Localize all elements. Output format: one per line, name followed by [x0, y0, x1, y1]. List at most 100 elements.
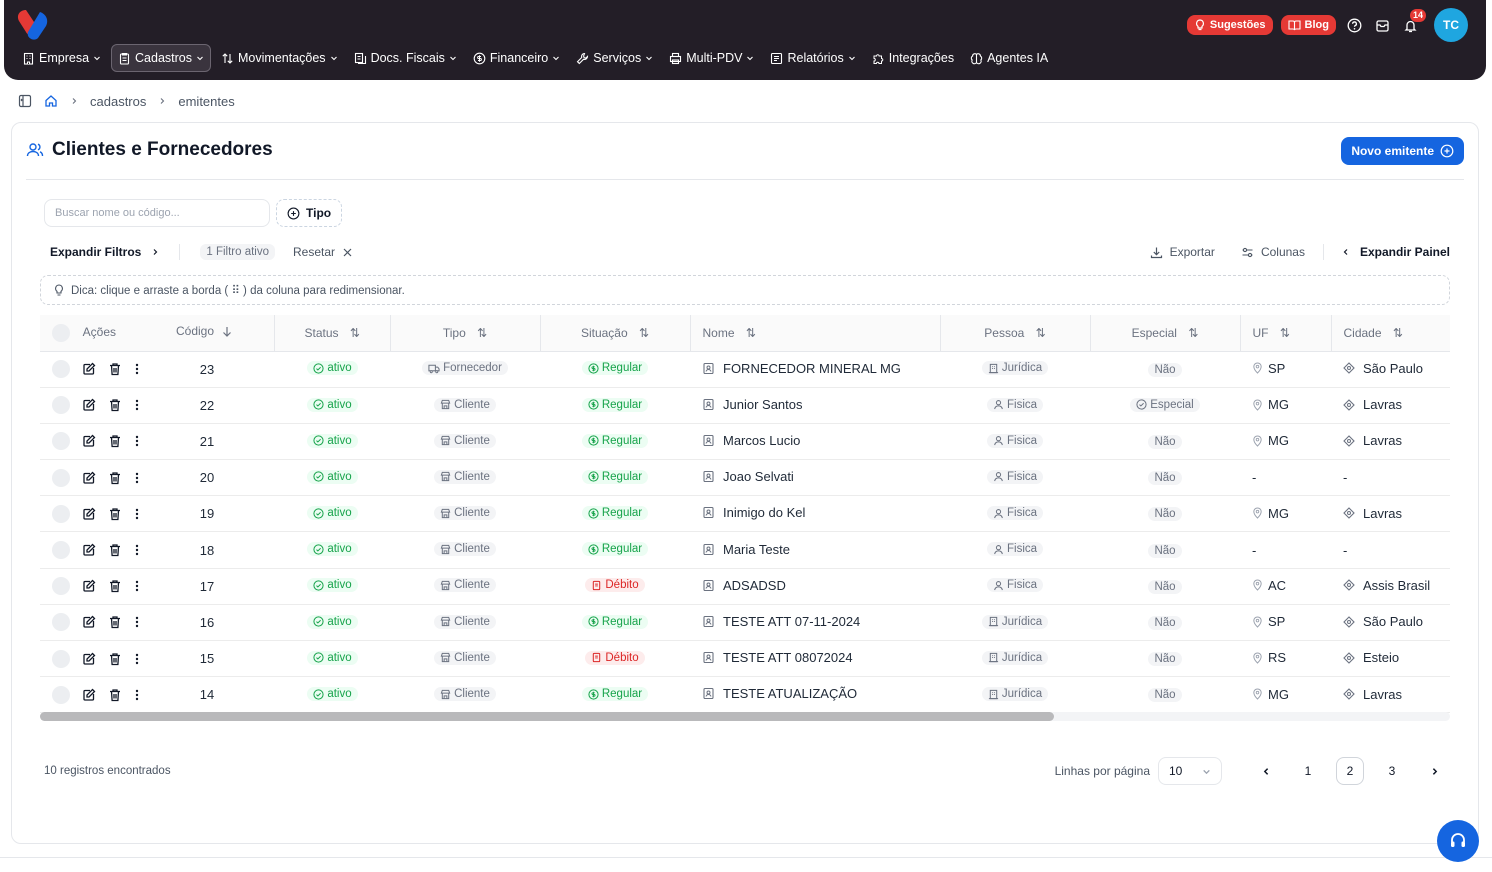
page-button-3[interactable]: 3: [1388, 764, 1396, 778]
notifications-button[interactable]: 14: [1400, 9, 1426, 35]
more-vertical-icon[interactable]: [134, 579, 140, 593]
table-row[interactable]: 14 ativo Cliente Regular TESTE ATUALIZAÇ…: [40, 676, 1450, 714]
row-checkbox[interactable]: [52, 649, 70, 668]
menu-item-integracoes[interactable]: Integrações: [866, 44, 960, 72]
edit-icon[interactable]: [82, 688, 96, 702]
suggestions-button[interactable]: Sugestões: [1186, 15, 1273, 35]
column-header-codigo[interactable]: Código: [176, 324, 232, 338]
column-header-situacao[interactable]: Situação ⇅: [540, 315, 691, 352]
export-button[interactable]: Exportar: [1150, 245, 1215, 259]
row-checkbox[interactable]: [52, 613, 70, 632]
menu-item-financeiro[interactable]: Financeiro: [467, 44, 566, 72]
edit-icon[interactable]: [82, 543, 96, 557]
nome-cell[interactable]: Junior Santos: [690, 387, 940, 424]
page-button-2[interactable]: 2: [1336, 757, 1364, 785]
table-row[interactable]: 16 ativo Cliente Regular TESTE ATT 07-11…: [40, 604, 1450, 642]
row-checkbox[interactable]: [52, 685, 70, 704]
scrollbar-thumb[interactable]: [40, 712, 1054, 721]
page-button-1[interactable]: 1: [1304, 764, 1312, 778]
table-row[interactable]: 17 ativo Cliente Débito ADSADSD Fisica N…: [40, 568, 1450, 605]
menu-item-relatorios[interactable]: Relatórios: [764, 44, 861, 72]
expand-filters-button[interactable]: Expandir Filtros: [50, 245, 159, 259]
more-vertical-icon[interactable]: [134, 434, 140, 448]
row-checkbox[interactable]: [52, 432, 70, 451]
nome-cell[interactable]: ADSADSD: [690, 568, 940, 605]
nome-cell[interactable]: FORNECEDOR MINERAL MG: [690, 351, 940, 388]
menu-item-cadastros[interactable]: Cadastros: [111, 44, 212, 72]
rows-per-page-select[interactable]: 10: [1158, 757, 1222, 785]
nome-cell[interactable]: Marcos Lucio: [690, 423, 940, 461]
table-row[interactable]: 15 ativo Cliente Débito TESTE ATT 080720…: [40, 640, 1450, 678]
next-page-button[interactable]: [1420, 757, 1448, 785]
trash-icon[interactable]: [108, 652, 122, 666]
more-vertical-icon[interactable]: [134, 362, 140, 376]
more-vertical-icon[interactable]: [134, 652, 140, 666]
edit-icon[interactable]: [82, 579, 96, 593]
horizontal-scrollbar[interactable]: [40, 712, 1450, 721]
home-icon[interactable]: [44, 94, 58, 108]
column-header-nome[interactable]: Nome ⇅: [690, 315, 941, 352]
column-header-status[interactable]: Status ⇅: [275, 315, 391, 352]
trash-icon[interactable]: [108, 507, 122, 521]
more-vertical-icon[interactable]: [134, 688, 140, 702]
table-row[interactable]: 20 ativo Cliente Regular Joao Selvati Fi…: [40, 459, 1450, 497]
new-emitente-button[interactable]: Novo emitente: [1341, 137, 1464, 165]
app-logo[interactable]: [16, 8, 50, 40]
more-vertical-icon[interactable]: [134, 507, 140, 521]
menu-item-docs-fiscais[interactable]: Docs. Fiscais: [348, 44, 463, 72]
reset-button[interactable]: Resetar: [293, 245, 352, 259]
edit-icon[interactable]: [82, 398, 96, 412]
help-icon[interactable]: [1344, 15, 1364, 35]
row-checkbox[interactable]: [52, 360, 70, 379]
more-vertical-icon[interactable]: [134, 471, 140, 485]
row-checkbox[interactable]: [52, 396, 70, 415]
trash-icon[interactable]: [108, 615, 122, 629]
tipo-filter-button[interactable]: Tipo: [276, 199, 343, 227]
nome-cell[interactable]: TESTE ATT 08072024: [690, 640, 940, 678]
trash-icon[interactable]: [108, 362, 122, 376]
column-header-tipo[interactable]: Tipo ⇅: [390, 315, 541, 352]
breadcrumb-item-cadastros[interactable]: cadastros: [90, 93, 147, 109]
nome-cell[interactable]: TESTE ATT 07-11-2024: [690, 604, 940, 642]
menu-item-empresa[interactable]: Empresa: [16, 44, 107, 72]
support-button[interactable]: [1437, 820, 1479, 862]
row-checkbox[interactable]: [52, 468, 70, 487]
edit-icon[interactable]: [82, 652, 96, 666]
row-checkbox[interactable]: [52, 541, 70, 560]
edit-icon[interactable]: [82, 471, 96, 485]
nome-cell[interactable]: Maria Teste: [690, 531, 940, 569]
nome-cell[interactable]: TESTE ATUALIZAÇÃO: [690, 676, 940, 714]
select-all-checkbox[interactable]: [52, 323, 70, 342]
table-row[interactable]: 23 ativo Fornecedor Regular FORNECEDOR M…: [40, 351, 1450, 388]
blog-button[interactable]: Blog: [1280, 15, 1336, 35]
table-row[interactable]: 21 ativo Cliente Regular Marcos Lucio Fi…: [40, 423, 1450, 461]
nome-cell[interactable]: Inimigo do Kel: [690, 495, 940, 533]
edit-icon[interactable]: [82, 507, 96, 521]
trash-icon[interactable]: [108, 579, 122, 593]
table-row[interactable]: 22 ativo Cliente Regular Junior Santos F…: [40, 387, 1450, 424]
table-row[interactable]: 18 ativo Cliente Regular Maria Teste Fis…: [40, 531, 1450, 569]
nome-cell[interactable]: Joao Selvati: [690, 459, 940, 497]
edit-icon[interactable]: [82, 615, 96, 629]
row-checkbox[interactable]: [52, 504, 70, 523]
user-avatar[interactable]: TC: [1434, 8, 1468, 42]
trash-icon[interactable]: [108, 688, 122, 702]
column-header-pessoa[interactable]: Pessoa ⇅: [940, 315, 1091, 352]
menu-item-servicos[interactable]: Serviços: [570, 44, 659, 72]
trash-icon[interactable]: [108, 543, 122, 557]
menu-item-movimentacoes[interactable]: Movimentações: [215, 44, 344, 72]
menu-item-agentes-ia[interactable]: Agentes IA: [964, 44, 1054, 72]
column-header-cidade[interactable]: Cidade ⇅: [1331, 315, 1450, 352]
column-header-especial[interactable]: Especial ⇅: [1090, 315, 1241, 352]
trash-icon[interactable]: [108, 434, 122, 448]
edit-icon[interactable]: [82, 434, 96, 448]
trash-icon[interactable]: [108, 398, 122, 412]
row-checkbox[interactable]: [52, 577, 70, 596]
edit-icon[interactable]: [82, 362, 96, 376]
more-vertical-icon[interactable]: [134, 615, 140, 629]
prev-page-button[interactable]: [1252, 757, 1280, 785]
inbox-icon[interactable]: [1372, 15, 1392, 35]
table-row[interactable]: 19 ativo Cliente Regular Inimigo do Kel …: [40, 495, 1450, 533]
columns-button[interactable]: Colunas: [1241, 245, 1305, 259]
trash-icon[interactable]: [108, 471, 122, 485]
